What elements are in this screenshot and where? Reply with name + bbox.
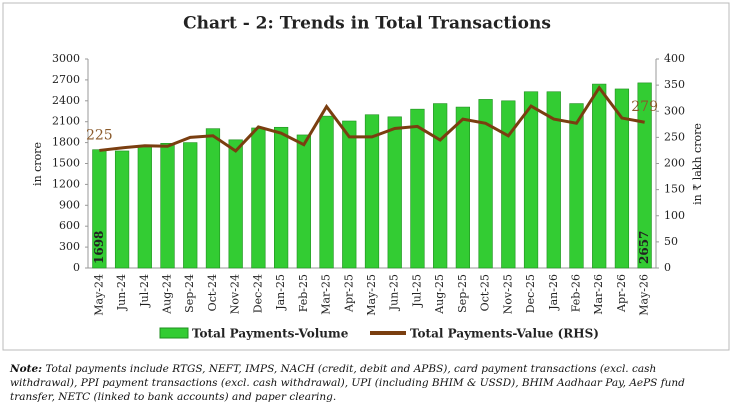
line-value-label: 225: [86, 127, 113, 143]
x-tick-label: Aug-25: [433, 274, 446, 315]
x-tick-label: Jan-26: [547, 274, 560, 311]
y-tick-label: 2100: [52, 115, 80, 128]
bar: [296, 134, 311, 269]
x-tick-label: Sep-24: [183, 274, 196, 313]
bar-value-label: 2657: [637, 231, 651, 264]
note: Note: Total payments include RTGS, NEFT,…: [10, 362, 724, 404]
legend-label: Total Payments-Volume: [192, 327, 349, 341]
note-label: Note:: [10, 363, 43, 375]
x-tick-label: Apr-26: [615, 274, 628, 313]
y-tick-label: 2400: [52, 94, 80, 107]
bar: [433, 103, 448, 269]
y-tick-label: 1800: [52, 136, 80, 149]
bar: [160, 142, 175, 269]
chart-border: [2, 2, 730, 351]
bar: [637, 82, 652, 269]
bar: [387, 116, 402, 269]
x-tick-label: Feb-26: [569, 274, 582, 312]
x-tick-label: Dec-24: [251, 274, 264, 313]
bar: [319, 115, 334, 269]
x-tick-label: Jul-25: [410, 274, 423, 308]
bar: [478, 99, 493, 269]
y-tick-label: 900: [59, 198, 80, 211]
x-tick-label: Jan-25: [274, 274, 287, 311]
x-tick-label: Oct-24: [206, 274, 219, 311]
bar-value-label: 1698: [92, 231, 106, 264]
y2-tick-label: 200: [664, 157, 685, 170]
x-tick-label: Jun-24: [115, 274, 128, 311]
x-tick-label: Dec-25: [524, 274, 537, 313]
y-tick-label: 2700: [52, 73, 80, 86]
bar: [455, 106, 470, 269]
x-tick-label: May-25: [365, 274, 378, 316]
y-tick-label: 300: [59, 240, 80, 253]
y-tick-label: 3000: [52, 52, 80, 65]
legend-swatch: [159, 327, 189, 339]
y2-axis-label: in ₹ lakh crore: [691, 123, 704, 205]
bar: [205, 128, 221, 269]
bar: [228, 139, 243, 269]
bar: [501, 100, 516, 269]
note-text: Total payments include RTGS, NEFT, IMPS,…: [10, 363, 685, 403]
y-tick-label: 0: [73, 261, 80, 274]
chart-title: Chart - 2: Trends in Total Transactions: [183, 14, 551, 34]
chart: Chart - 2: Trends in Total Transactions …: [2, 2, 730, 351]
bar: [614, 88, 630, 269]
bar: [569, 103, 584, 269]
y2-tick-label: 300: [664, 104, 685, 117]
bar: [251, 127, 266, 269]
y2-tick-label: 150: [664, 183, 685, 196]
y2-tick-label: 100: [664, 209, 685, 222]
x-tick-label: Oct-25: [479, 274, 492, 311]
bar: [410, 108, 425, 269]
y2-tick-label: 0: [664, 261, 671, 274]
bar: [183, 142, 198, 269]
x-tick-label: Apr-25: [342, 274, 355, 313]
x-tick-label: Feb-25: [297, 274, 310, 312]
y2-tick-label: 400: [664, 52, 685, 65]
bar: [523, 91, 539, 269]
x-tick-label: Mar-25: [320, 274, 333, 315]
bar: [114, 150, 130, 269]
y-tick-label: 1500: [52, 157, 80, 170]
bar: [137, 145, 152, 269]
x-tick-label: Mar-26: [592, 274, 605, 315]
bar: [546, 91, 561, 269]
y-tick-label: 1200: [52, 177, 80, 190]
y-tick-label: 600: [59, 219, 80, 232]
x-tick-label: Sep-25: [456, 274, 469, 313]
bar: [592, 83, 607, 269]
bar: [364, 114, 380, 269]
x-tick-label: May-24: [92, 274, 105, 316]
line-value-label: 279: [631, 99, 658, 115]
x-tick-label: Aug-24: [161, 274, 174, 315]
legend-label: Total Payments-Value (RHS): [410, 327, 599, 341]
x-tick-label: May-26: [638, 274, 651, 316]
y2-tick-label: 350: [664, 78, 685, 91]
bar: [274, 126, 289, 269]
x-tick-label: Jun-25: [388, 274, 401, 311]
x-tick-label: Nov-24: [229, 274, 242, 314]
bar: [342, 120, 357, 269]
y-axis-label: in crore: [31, 142, 44, 186]
x-tick-label: Jul-24: [138, 274, 151, 308]
y2-tick-label: 50: [664, 235, 678, 248]
y2-tick-label: 250: [664, 130, 685, 143]
line: [99, 85, 645, 153]
x-tick-label: Nov-25: [501, 274, 514, 314]
